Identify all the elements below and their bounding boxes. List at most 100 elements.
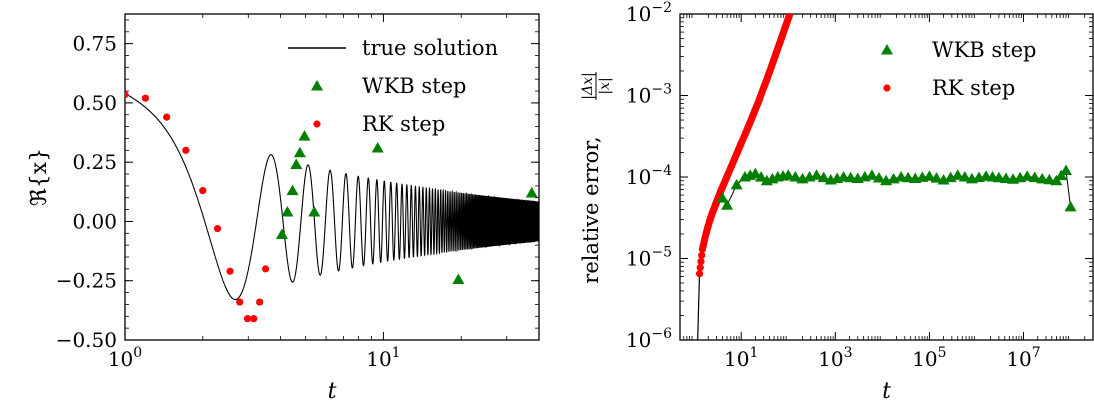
legend-label: RK step — [362, 112, 445, 136]
x-tick-label: 103 — [818, 345, 852, 371]
y-axis-label: ℜ{x} — [27, 148, 52, 206]
rk-step-point — [141, 94, 150, 102]
wkb-step-point — [749, 167, 762, 179]
wkb-step-point — [810, 169, 823, 180]
x-tick-exponent: 1 — [749, 345, 758, 361]
rk-step-point — [182, 146, 190, 154]
wkb-step-point — [525, 187, 538, 198]
x-tick-label: 101 — [724, 345, 758, 371]
wkb-step-point — [817, 171, 830, 183]
wkb-step-point — [958, 171, 971, 182]
y-tick-label: 0.25 — [72, 150, 117, 174]
rk-step-point — [697, 257, 705, 266]
x-tick-label: 100 — [108, 345, 142, 371]
x-tick-base: 10 — [912, 347, 937, 371]
wkb-step-point — [1028, 171, 1041, 183]
rk-step-point — [789, 2, 796, 9]
wkb-step-point — [1059, 164, 1072, 176]
y-tick-label: 10−6 — [626, 326, 672, 352]
wkb-step-point — [721, 199, 734, 210]
rk-step-point — [261, 265, 270, 273]
rk-step-point — [788, 6, 795, 13]
y-tick-label: 10−5 — [626, 245, 672, 271]
legend-label: RK step — [932, 76, 1015, 100]
rk-step-point — [226, 267, 234, 275]
y-tick-base: 10 — [626, 2, 651, 26]
legend-triangle-marker — [311, 80, 323, 91]
wkb-step-point — [716, 192, 729, 203]
rk-step-point — [696, 264, 704, 272]
wkb-step-point — [782, 169, 795, 180]
wkb-step-point — [865, 169, 878, 180]
x-tick-base: 10 — [818, 347, 843, 371]
y-tick-label: 10−2 — [626, 0, 672, 26]
wkb-step-point — [1021, 170, 1034, 181]
x-axis-label: t — [328, 379, 337, 404]
wkb-step-point — [1043, 173, 1056, 185]
legend-triangle-marker — [881, 44, 893, 55]
x-tick-base: 10 — [724, 347, 749, 371]
y-tick-exponent: −2 — [651, 0, 672, 16]
wkb-step-point — [930, 172, 943, 183]
y-axis-label-numerator: |Δx| — [580, 72, 596, 99]
wkb-step-point — [290, 158, 303, 170]
legend-dot-marker — [883, 84, 891, 92]
y-tick-label: 10−3 — [626, 82, 672, 108]
rk-step-point — [199, 187, 207, 195]
x-tick-label: 101 — [366, 345, 400, 371]
x-tick-exponent: 3 — [844, 345, 853, 361]
legend-label: WKB step — [362, 74, 466, 98]
wkb-step-point — [275, 228, 288, 239]
y-tick-label: −0.25 — [56, 269, 117, 293]
rk-step-point — [788, 14, 794, 16]
y-tick-base: 10 — [626, 84, 651, 108]
legend-label: true solution — [362, 36, 498, 60]
x-tick-exponent: 1 — [392, 345, 401, 361]
left-panel-real-part: 100 1010.750.500.250.00−0.25−0.50tℜ{x}tru… — [27, 13, 540, 404]
wkb-step-point — [298, 130, 311, 141]
y-axis-label-prefix: relative error, — [579, 136, 603, 283]
rk-step-point — [695, 270, 704, 278]
y-tick-label: 10−4 — [626, 163, 672, 189]
wkb-step-point — [281, 205, 294, 217]
legend-dot-marker — [313, 120, 321, 128]
wkb-step-point — [923, 170, 936, 181]
rk-step-point — [788, 4, 795, 11]
wkb-step-point — [1036, 172, 1049, 184]
y-tick-exponent: −4 — [651, 163, 672, 179]
x-tick-base: 10 — [1006, 347, 1031, 371]
rk-step-point — [789, 1, 796, 8]
y-tick-base: 10 — [626, 165, 651, 189]
wkb-step-point — [789, 171, 802, 182]
plot-area — [695, 1, 1077, 340]
x-axis-label: t — [882, 379, 891, 404]
y-tick-base: 10 — [626, 247, 651, 271]
legend: true solution WKB step RK step — [288, 36, 498, 136]
x-tick-base: 10 — [108, 347, 133, 371]
y-tick-label: 0.75 — [72, 32, 117, 56]
rk-step-point — [125, 91, 129, 99]
wkb-step-point — [1064, 200, 1077, 212]
legend: WKB step RK step — [881, 38, 1036, 100]
rk-step-point — [243, 315, 252, 323]
wkb-step-point — [755, 171, 768, 182]
legend-label: WKB step — [932, 38, 1036, 62]
rk-step-point — [698, 251, 706, 259]
rk-step-point — [236, 298, 244, 306]
rk-step-point — [213, 224, 222, 233]
rk-step-point — [786, 14, 794, 17]
y-tick-exponent: −3 — [651, 82, 672, 98]
rk-step-point — [256, 298, 264, 306]
x-tick-label: 105 — [912, 345, 946, 371]
wkb-step-point — [293, 146, 306, 158]
wkb-step-point — [730, 178, 743, 190]
wkb-step-point — [873, 172, 886, 183]
wkb-step-point — [999, 172, 1012, 183]
axes-frame — [124, 13, 540, 341]
y-axis-label: relative error, |Δx| |x| — [579, 72, 613, 284]
x-tick-label: 107 — [1006, 345, 1040, 371]
y-axis-label-denominator: |x| — [597, 77, 613, 94]
wkb-step-point — [992, 171, 1005, 183]
y-tick-exponent: −6 — [651, 326, 672, 342]
